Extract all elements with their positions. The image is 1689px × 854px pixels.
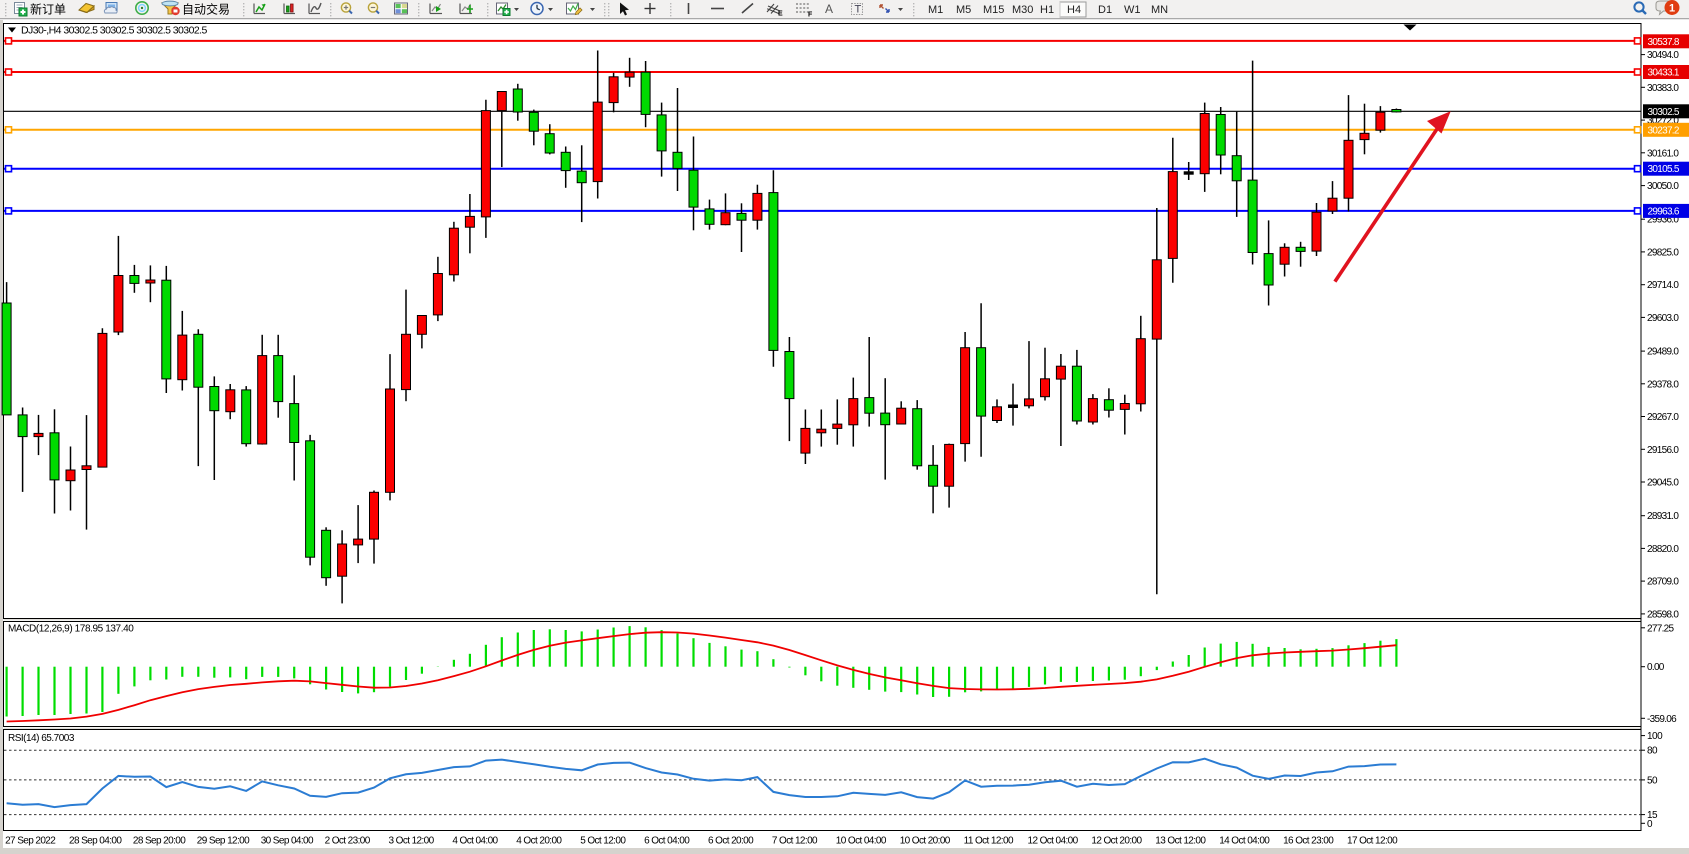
svg-text:F: F bbox=[808, 12, 813, 19]
svg-text:10 Oct 20:00: 10 Oct 20:00 bbox=[900, 836, 951, 847]
svg-text:28598.0: 28598.0 bbox=[1647, 609, 1679, 620]
svg-text:29 Sep 12:00: 29 Sep 12:00 bbox=[197, 836, 250, 847]
svg-text:17 Oct 12:00: 17 Oct 12:00 bbox=[1347, 836, 1398, 847]
svg-text:6 Oct 20:00: 6 Oct 20:00 bbox=[708, 836, 754, 847]
svg-text:28 Sep 04:00: 28 Sep 04:00 bbox=[69, 836, 122, 847]
svg-text:MN: MN bbox=[1151, 4, 1168, 16]
svg-text:30302.5: 30302.5 bbox=[1648, 107, 1680, 118]
svg-text:28709.0: 28709.0 bbox=[1647, 577, 1679, 588]
svg-text:3 Oct 12:00: 3 Oct 12:00 bbox=[389, 836, 435, 847]
svg-text:30383.0: 30383.0 bbox=[1647, 83, 1679, 94]
svg-text:6 Oct 04:00: 6 Oct 04:00 bbox=[644, 836, 690, 847]
svg-text:13 Oct 12:00: 13 Oct 12:00 bbox=[1155, 836, 1206, 847]
svg-text:14 Oct 04:00: 14 Oct 04:00 bbox=[1219, 836, 1270, 847]
svg-text:15: 15 bbox=[1647, 810, 1658, 821]
svg-text:29156.0: 29156.0 bbox=[1647, 445, 1679, 456]
svg-text:自动交易: 自动交易 bbox=[182, 2, 230, 17]
svg-text:30105.5: 30105.5 bbox=[1648, 164, 1680, 175]
svg-text:4 Oct 04:00: 4 Oct 04:00 bbox=[452, 836, 498, 847]
svg-text:28820.0: 28820.0 bbox=[1647, 544, 1679, 555]
svg-text:1: 1 bbox=[1669, 3, 1675, 15]
svg-text:RSI(14) 65.7003: RSI(14) 65.7003 bbox=[8, 733, 75, 744]
svg-text:29603.0: 29603.0 bbox=[1647, 313, 1679, 324]
svg-text:7 Oct 12:00: 7 Oct 12:00 bbox=[772, 836, 818, 847]
svg-text:5 Oct 12:00: 5 Oct 12:00 bbox=[580, 836, 626, 847]
svg-text:12 Oct 20:00: 12 Oct 20:00 bbox=[1091, 836, 1142, 847]
svg-text:DJ30-,H4 30302.5 30302.5 3030: DJ30-,H4 30302.5 30302.5 30302.5 30302.5 bbox=[21, 25, 208, 37]
svg-text:30433.1: 30433.1 bbox=[1648, 68, 1680, 79]
svg-text:MACD(12,26,9) 178.95 137.40: MACD(12,26,9) 178.95 137.40 bbox=[8, 624, 134, 635]
svg-text:80: 80 bbox=[1647, 746, 1658, 757]
svg-text:11 Oct 12:00: 11 Oct 12:00 bbox=[964, 836, 1014, 847]
svg-text:277.25: 277.25 bbox=[1647, 623, 1675, 634]
svg-text:2 Oct 23:00: 2 Oct 23:00 bbox=[325, 836, 371, 847]
svg-text:D1: D1 bbox=[1098, 4, 1112, 16]
svg-text:M1: M1 bbox=[928, 4, 943, 16]
svg-text:30050.0: 30050.0 bbox=[1647, 181, 1679, 192]
svg-text:0: 0 bbox=[1647, 819, 1653, 830]
svg-text:4 Oct 20:00: 4 Oct 20:00 bbox=[516, 836, 562, 847]
svg-text:E: E bbox=[778, 11, 783, 18]
svg-text:M5: M5 bbox=[956, 4, 971, 16]
svg-text:10 Oct 04:00: 10 Oct 04:00 bbox=[836, 836, 887, 847]
svg-text:100: 100 bbox=[1647, 731, 1663, 742]
svg-text:29714.0: 29714.0 bbox=[1647, 280, 1679, 291]
svg-text:30272.0: 30272.0 bbox=[1647, 116, 1679, 127]
svg-text:0.00: 0.00 bbox=[1647, 662, 1665, 673]
svg-text:A: A bbox=[825, 2, 833, 16]
svg-text:-359.06: -359.06 bbox=[1647, 714, 1677, 725]
svg-text:29936.0: 29936.0 bbox=[1647, 215, 1679, 226]
svg-text:28931.0: 28931.0 bbox=[1647, 511, 1679, 522]
svg-text:T: T bbox=[855, 4, 862, 16]
svg-text:M30: M30 bbox=[1012, 4, 1033, 16]
svg-text:新订单: 新订单 bbox=[30, 2, 66, 17]
svg-text:H1: H1 bbox=[1040, 4, 1054, 16]
svg-text:29963.6: 29963.6 bbox=[1648, 206, 1680, 217]
svg-text:30237.2: 30237.2 bbox=[1648, 125, 1680, 136]
svg-text:M15: M15 bbox=[983, 4, 1004, 16]
svg-text:27 Sep 2022: 27 Sep 2022 bbox=[5, 836, 56, 847]
svg-text:12 Oct 04:00: 12 Oct 04:00 bbox=[1028, 836, 1079, 847]
svg-text:30161.0: 30161.0 bbox=[1647, 148, 1679, 159]
svg-text:H4: H4 bbox=[1067, 4, 1081, 16]
svg-text:16 Oct 23:00: 16 Oct 23:00 bbox=[1283, 836, 1334, 847]
svg-text:W1: W1 bbox=[1124, 4, 1141, 16]
svg-text:30 Sep 04:00: 30 Sep 04:00 bbox=[261, 836, 314, 847]
svg-text:29489.0: 29489.0 bbox=[1647, 347, 1679, 358]
svg-text:50: 50 bbox=[1647, 775, 1658, 786]
svg-text:30537.8: 30537.8 bbox=[1648, 37, 1680, 48]
svg-text:30494.0: 30494.0 bbox=[1647, 50, 1679, 61]
svg-text:29825.0: 29825.0 bbox=[1647, 247, 1679, 258]
svg-text:29378.0: 29378.0 bbox=[1647, 379, 1679, 390]
svg-text:28 Sep 20:00: 28 Sep 20:00 bbox=[133, 836, 186, 847]
svg-text:29267.0: 29267.0 bbox=[1647, 412, 1679, 423]
svg-text:29045.0: 29045.0 bbox=[1647, 478, 1679, 489]
